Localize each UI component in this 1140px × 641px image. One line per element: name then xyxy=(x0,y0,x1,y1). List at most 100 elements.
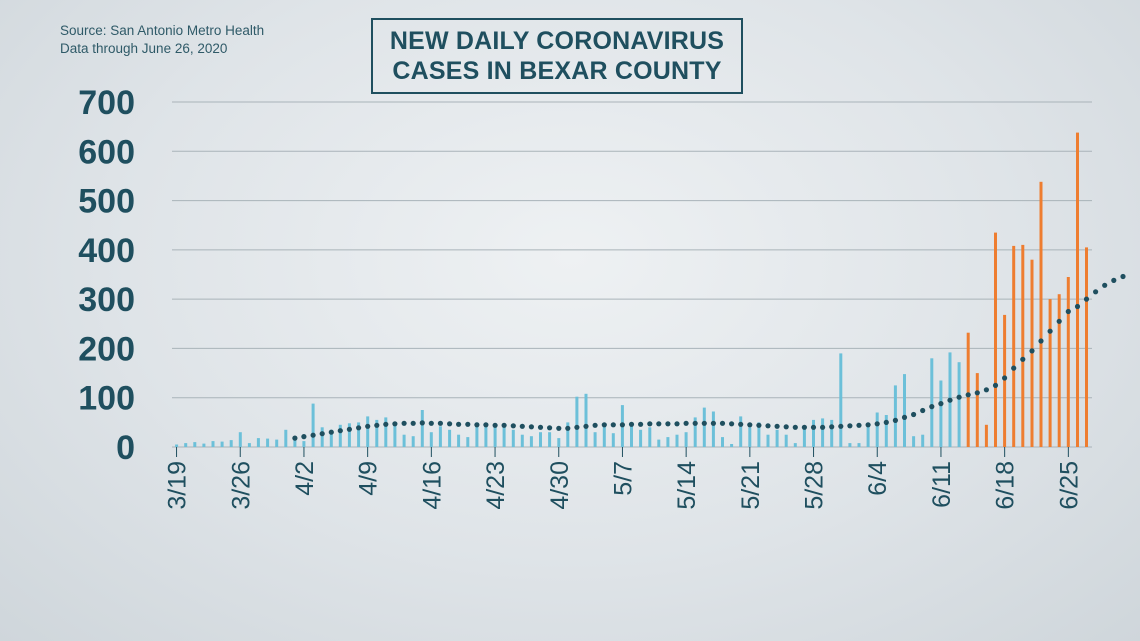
bar xyxy=(702,407,706,447)
bar xyxy=(1048,299,1052,447)
trend-dot xyxy=(920,407,926,414)
bar xyxy=(957,362,961,447)
bar xyxy=(1021,244,1025,447)
y-tick-label: 500 xyxy=(78,183,135,221)
trend-dot xyxy=(556,425,562,431)
trend-dot xyxy=(1074,303,1081,310)
bar xyxy=(211,441,215,447)
trend-dot xyxy=(710,420,717,426)
x-tick-label: 4/23 xyxy=(482,461,510,510)
bar xyxy=(420,410,424,447)
bar xyxy=(438,426,442,447)
trend-dot xyxy=(483,422,489,428)
x-tick-label: 6/4 xyxy=(864,461,892,496)
bar xyxy=(338,424,342,447)
bar xyxy=(502,427,506,447)
bar xyxy=(711,411,715,447)
bar xyxy=(557,438,561,447)
bar xyxy=(1012,245,1016,447)
y-tick-label: 600 xyxy=(78,133,135,171)
trend-dot xyxy=(638,421,644,427)
title-line-1: NEW DAILY CORONAVIRUS xyxy=(389,27,725,55)
y-tick-label: 300 xyxy=(78,281,135,319)
x-tick-label: 6/18 xyxy=(992,461,1020,510)
trend-dot xyxy=(1047,328,1053,334)
trend-dot xyxy=(747,422,753,428)
trend-dot xyxy=(783,424,789,430)
trend-dot xyxy=(719,420,726,426)
bar xyxy=(357,422,361,447)
trend-dot xyxy=(865,422,871,428)
bar xyxy=(748,427,752,447)
bar xyxy=(575,396,579,447)
bar xyxy=(393,422,397,447)
bar xyxy=(529,436,533,447)
trend-dot xyxy=(1020,356,1026,362)
bar xyxy=(429,432,433,447)
trend-dot xyxy=(1011,365,1017,371)
bar xyxy=(784,434,788,447)
bar xyxy=(311,403,315,447)
trend-dot xyxy=(656,421,662,427)
trend-dot xyxy=(365,423,371,429)
trend-dot xyxy=(565,425,571,431)
trend-dot xyxy=(1102,282,1108,288)
bar xyxy=(475,422,479,447)
trend-dot xyxy=(774,423,780,429)
bar xyxy=(184,443,188,447)
trend-dot xyxy=(974,390,980,396)
bar xyxy=(966,332,970,447)
trend-dot xyxy=(301,434,307,440)
bar xyxy=(384,417,388,447)
x-axis-ticks: 3/19 3/26 4/2 4/9 4/16 4/23 4/30 5/7 5/14 5/21 5/2… xyxy=(164,447,1083,510)
x-tick-label: 5/7 xyxy=(609,461,637,496)
bar xyxy=(548,432,552,447)
bar xyxy=(238,432,242,447)
trend-dot xyxy=(683,420,689,426)
bar xyxy=(630,424,633,447)
trend-dot xyxy=(437,420,443,426)
bar xyxy=(812,419,815,447)
trend-dot xyxy=(692,420,698,426)
bar xyxy=(611,433,615,447)
bar xyxy=(275,439,279,447)
trend-dot xyxy=(1056,318,1062,324)
bar xyxy=(539,432,542,447)
trend-dot xyxy=(983,387,990,393)
trend-dot xyxy=(392,421,398,427)
bar xyxy=(721,437,724,447)
trend-dot xyxy=(901,414,908,420)
trend-dot xyxy=(1093,289,1099,295)
trend-dot xyxy=(619,422,626,428)
bar xyxy=(493,424,497,447)
source-line: Source: San Antonio Metro Health xyxy=(60,23,265,38)
trend-dot xyxy=(838,423,844,429)
bar xyxy=(520,434,524,447)
data-through-line: Data through June 26, 2020 xyxy=(60,41,228,56)
trend-dot xyxy=(537,424,544,430)
x-tick-label: 6/11 xyxy=(928,461,956,508)
bar xyxy=(730,444,734,447)
bar xyxy=(766,434,770,447)
trend-dot xyxy=(310,432,316,438)
bar xyxy=(1076,132,1079,447)
bar xyxy=(220,441,224,447)
trend-dot xyxy=(456,421,462,427)
source-note: Source: San Antonio Metro Health Data th… xyxy=(60,22,264,58)
x-tick-label: 3/19 xyxy=(164,461,192,510)
bar xyxy=(266,438,270,447)
bar xyxy=(984,424,988,447)
bar xyxy=(739,416,743,447)
trend-dot xyxy=(528,424,535,430)
bar xyxy=(693,417,697,447)
bar xyxy=(839,353,843,447)
x-tick-label: 6/25 xyxy=(1055,461,1083,510)
trend-dot xyxy=(337,428,343,434)
trend-dot xyxy=(383,421,389,427)
y-tick-label: 700 xyxy=(78,84,135,122)
bar xyxy=(848,443,852,447)
bar xyxy=(821,418,825,447)
y-tick-label: 400 xyxy=(78,232,135,270)
trend-dot xyxy=(292,435,298,441)
